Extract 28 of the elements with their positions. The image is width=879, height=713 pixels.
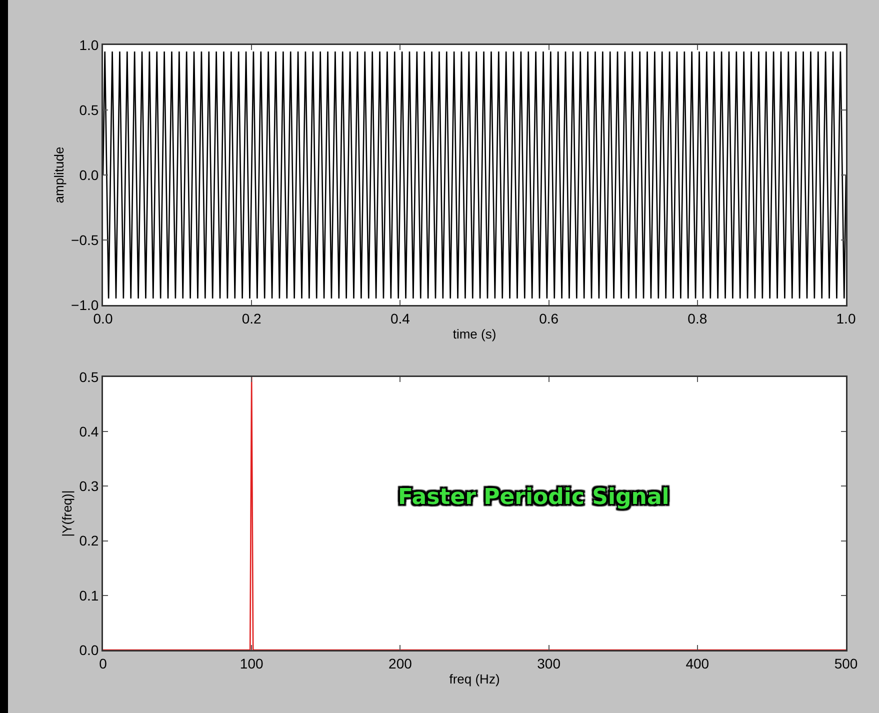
x-tick-label: 0.2 bbox=[242, 310, 262, 326]
y-tick-label: −0.5 bbox=[71, 232, 99, 248]
y-tick-label: 0.0 bbox=[79, 642, 99, 658]
x-tick-label: 500 bbox=[834, 655, 858, 672]
y-axis-title: |Y(freq)| bbox=[59, 490, 74, 537]
y-tick-label: 0.0 bbox=[79, 166, 99, 183]
y-tick-label: 0.3 bbox=[79, 478, 99, 494]
y-tick-label: −1.0 bbox=[71, 296, 99, 313]
x-tick-label: 0 bbox=[99, 655, 108, 672]
y-tick-label: 1.0 bbox=[79, 36, 99, 53]
y-tick-label: 0.5 bbox=[79, 102, 99, 118]
x-tick-label: 0.4 bbox=[390, 310, 410, 326]
x-axis-title: freq (Hz) bbox=[449, 672, 500, 687]
y-tick-label: 0.4 bbox=[79, 424, 99, 440]
x-axis-title: time (s) bbox=[452, 326, 496, 342]
x-tick-label: 1.0 bbox=[836, 310, 856, 326]
y-tick-label: 0.2 bbox=[79, 532, 99, 549]
x-tick-label: 0.8 bbox=[688, 310, 708, 326]
x-tick-label: 400 bbox=[686, 655, 710, 672]
annotation: Faster Periodic Signal bbox=[398, 485, 670, 510]
x-tick-label: 0.6 bbox=[539, 310, 559, 326]
y-axis-title: amplitude bbox=[51, 146, 66, 204]
x-tick-label: 0.0 bbox=[93, 310, 113, 326]
x-tick-label: 100 bbox=[240, 655, 264, 672]
y-tick-label: 0.1 bbox=[79, 587, 99, 604]
y-tick-label: 0.5 bbox=[79, 368, 99, 385]
x-tick-label: 200 bbox=[388, 655, 412, 672]
x-tick-label: 300 bbox=[537, 655, 561, 672]
